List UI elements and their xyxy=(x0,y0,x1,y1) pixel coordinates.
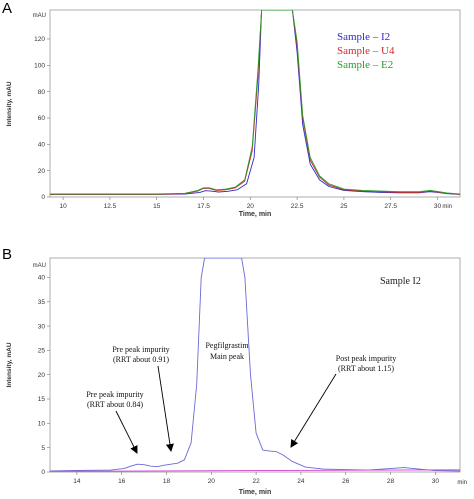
panel-b-x-tick-label: 28 xyxy=(387,478,395,485)
panel-b-y-unit: mAU xyxy=(33,263,46,269)
panel-b-x-tick-label: 20 xyxy=(208,478,216,485)
panel-b-legend-sample-i2: Sample I2 xyxy=(380,276,421,287)
panel-a-y-unit: mAU xyxy=(33,13,46,19)
annotation-post-peak-line2: (RRT about 1.15) xyxy=(338,364,394,373)
panel-a-y-tick-label: 80 xyxy=(38,89,46,96)
annotation-pre-peak-091-line2: (RRT about 0.91) xyxy=(113,355,169,364)
panel-b-axis-ticks: 14 16 18 20 22 24 26 28 30 0 5 10 15 20 25 30 35 40 xyxy=(38,275,440,485)
panel-a-axis-ticks: 10 12.5 15 17.5 20 22.5 25 27.5 30 0 20 40 60 80 100 12… xyxy=(34,36,441,210)
panel-a-x-tick-label: 15 xyxy=(153,203,161,210)
annotation-arrow-post-peak xyxy=(290,373,337,448)
panel-a-xlabel: Time, min xyxy=(239,211,272,218)
panel-a-y-tick-label: 20 xyxy=(38,168,46,175)
panel-b-plot-frame xyxy=(49,257,461,473)
annotation-pre-peak-084-line1: Pre peak impurity xyxy=(86,390,143,399)
annotation-pre-peak-091-line1: Pre peak impurity xyxy=(112,345,169,354)
panel-a-y-tick-label: 0 xyxy=(41,194,45,201)
annotation-pre-peak-084-line2: (RRT about 0.84) xyxy=(87,400,143,409)
panel-b-y-tick-label: 10 xyxy=(38,421,46,428)
legend-item-sample-e2: Sample – E2 xyxy=(337,59,393,71)
panel-a-x-tick-label: 10 xyxy=(59,203,67,210)
panel-a-legend: Sample – I2 Sample – U4 Sample – E2 xyxy=(337,31,395,71)
legend-item-sample-u4: Sample – U4 xyxy=(337,45,395,57)
annotation-arrow-pre-peak-091 xyxy=(157,365,174,452)
panel-a-x-tick-label: 20 xyxy=(247,203,255,210)
panel-b-x-tick-label: 18 xyxy=(163,478,171,485)
panel-b-x-tick-label: 30 xyxy=(432,478,440,485)
panel-a-x-tick-label: 25 xyxy=(340,203,348,210)
panel-a-traces xyxy=(50,10,460,195)
panel-a-x-tick-label: 30 xyxy=(434,203,442,210)
panel-a-label: A xyxy=(2,0,12,17)
panel-b-x-tick-label: 22 xyxy=(253,478,261,485)
panel-b-ylabel: Intensity, mAU xyxy=(6,342,13,387)
panel-b-y-tick-label: 0 xyxy=(41,469,45,476)
panel-b-y-tick-label: 15 xyxy=(38,396,46,403)
panel-b-x-tick-label: 24 xyxy=(297,478,305,485)
panel-b-x-tick-label: 26 xyxy=(342,478,350,485)
panel-b-x-tick-label: 16 xyxy=(118,478,126,485)
panel-b-label: B xyxy=(2,246,12,263)
panel-a-y-tick-label: 100 xyxy=(34,63,45,70)
panel-a-x-tick-label: 17.5 xyxy=(197,203,210,210)
panel-a-y-tick-label: 60 xyxy=(38,115,46,122)
panel-a-ylabel: Intensity, mAU xyxy=(6,81,13,126)
panel-b: B mAU min Intensity, mAU Time, min 14 16 1… xyxy=(2,246,467,496)
panel-a-x-tick-label: 12.5 xyxy=(104,203,117,210)
panel-a-y-tick-label: 120 xyxy=(34,36,45,43)
panel-b-series-line-1 xyxy=(50,469,460,472)
panel-a: A mAU min Intensity, mAU Time, min 10 12.… xyxy=(2,0,461,218)
panel-b-traces xyxy=(50,258,460,472)
panel-b-y-tick-label: 40 xyxy=(38,275,46,282)
panel-a-x-tick-label: 27.5 xyxy=(384,203,397,210)
annotation-main-peak-line1: Pegfilgrastim xyxy=(205,341,249,350)
panel-a-x-unit: min xyxy=(442,204,452,210)
panel-b-x-tick-label: 14 xyxy=(73,478,81,485)
annotation-arrow-pre-peak-084 xyxy=(115,410,138,454)
panel-b-annotations: Pre peak impurity (RRT about 0.84) Pre p… xyxy=(86,341,396,454)
panel-a-series-line-1 xyxy=(50,10,460,195)
annotation-post-peak-line1: Post peak impurity xyxy=(336,354,396,363)
panel-a-y-tick-label: 40 xyxy=(38,142,46,149)
annotation-main-peak-line2: Main peak xyxy=(210,352,244,361)
panel-a-x-tick-label: 22.5 xyxy=(291,203,304,210)
panel-a-series-line-0 xyxy=(50,10,460,195)
panel-b-y-tick-label: 25 xyxy=(38,348,46,355)
panel-b-y-tick-label: 30 xyxy=(38,323,46,330)
panel-b-xlabel: Time, min xyxy=(239,489,272,496)
panel-b-x-unit: min xyxy=(457,480,467,486)
panel-a-series-line-2 xyxy=(50,10,460,195)
panel-b-y-tick-label: 20 xyxy=(38,372,46,379)
panel-b-y-tick-label: 35 xyxy=(38,299,46,306)
panel-b-series-line-0 xyxy=(50,258,460,472)
panel-a-plot-frame xyxy=(49,9,461,198)
panel-b-y-tick-label: 5 xyxy=(41,445,45,452)
legend-item-sample-i2: Sample – I2 xyxy=(337,31,390,43)
